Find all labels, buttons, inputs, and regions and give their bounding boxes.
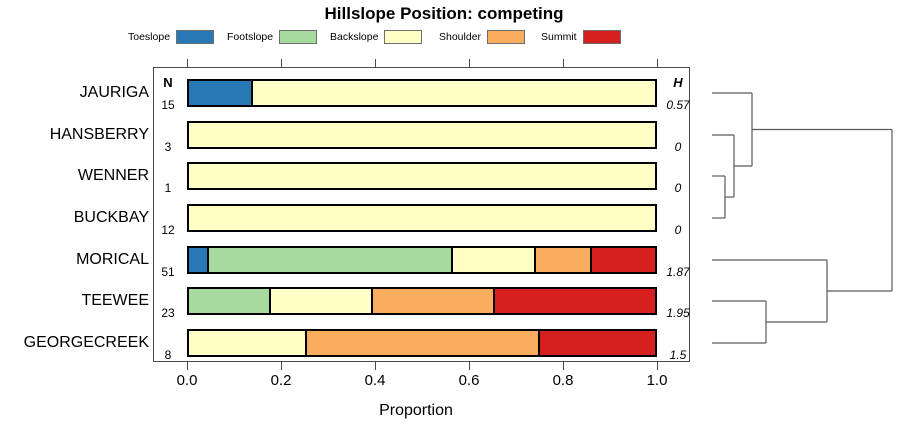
row-label: WENNER	[77, 167, 149, 184]
x-axis-title: Proportion	[379, 402, 453, 419]
legend-swatch	[176, 30, 215, 44]
bar-segment-backslope	[268, 289, 371, 313]
bar-segment-summit	[493, 289, 655, 313]
bar-segment-shoulder	[534, 248, 591, 272]
stacked-bar	[187, 79, 657, 107]
x-tick-top	[657, 59, 658, 67]
stacked-bar	[187, 162, 657, 190]
x-tick-bottom	[657, 362, 658, 370]
bar-segment-shoulder	[304, 331, 538, 355]
h-value: 0.57	[666, 98, 690, 112]
bar-segment-footslope	[206, 248, 452, 272]
legend-item-shoulder: Shoulder	[439, 29, 526, 45]
legend-label: Summit	[541, 31, 577, 43]
x-tick-bottom	[187, 362, 188, 370]
bar-segment-backslope	[451, 248, 535, 272]
h-column-header: H	[673, 75, 683, 90]
n-value: 1	[164, 181, 172, 195]
row-label: MORICAL	[76, 251, 149, 268]
n-value: 23	[161, 306, 175, 320]
h-value: 0	[674, 140, 682, 154]
row-label: TEEWEE	[81, 292, 149, 309]
x-tick-top	[469, 59, 470, 67]
n-value: 15	[161, 98, 175, 112]
bar-segment-summit	[590, 248, 655, 272]
chart-title: Hillslope Position: competing	[324, 4, 564, 23]
x-tick-label: 0.4	[364, 372, 386, 389]
n-value: 8	[164, 348, 172, 362]
row-label: BUCKBAY	[73, 209, 149, 226]
n-value: 12	[161, 223, 175, 237]
stacked-bar	[187, 121, 657, 149]
legend-item-backslope: Backslope	[330, 29, 423, 45]
row-label: JAURIGA	[79, 84, 149, 101]
legend-item-footslope: Footslope	[227, 29, 318, 45]
bar-segment-backslope	[189, 206, 655, 230]
x-tick-bottom	[375, 362, 376, 370]
x-tick-bottom	[469, 362, 470, 370]
x-tick-top	[563, 59, 564, 67]
bar-segment-toeslope	[189, 248, 207, 272]
h-value: 0	[674, 223, 682, 237]
x-tick-label: 0.0	[176, 372, 198, 389]
h-value: 1.5	[669, 348, 687, 362]
legend-swatch	[384, 30, 423, 44]
bar-segment-toeslope	[189, 81, 251, 105]
legend-label: Shoulder	[439, 31, 482, 43]
legend-swatch	[582, 30, 621, 44]
x-tick-top	[375, 59, 376, 67]
legend-swatch	[279, 30, 318, 44]
legend-swatch	[487, 30, 526, 44]
legend-item-toeslope: Toeslope	[128, 29, 215, 45]
bar-segment-backslope	[250, 81, 655, 105]
bar-segment-backslope	[189, 123, 655, 147]
bar-segment-backslope	[189, 164, 655, 188]
x-tick-top	[187, 59, 188, 67]
legend-label: Footslope	[227, 31, 274, 43]
bar-segment-shoulder	[370, 289, 493, 313]
x-tick-label: 0.2	[270, 372, 292, 389]
stacked-bar	[187, 204, 657, 232]
n-column-header: N	[163, 75, 173, 90]
x-tick-bottom	[281, 362, 282, 370]
h-value: 1.87	[666, 265, 690, 279]
row-label: HANSBERRY	[49, 126, 149, 143]
x-tick-label: 0.8	[552, 372, 574, 389]
x-tick-label: 0.6	[458, 372, 480, 389]
x-tick-top	[281, 59, 282, 67]
row-label: GEORGECREEK	[23, 334, 149, 351]
plot-box	[153, 67, 690, 362]
stacked-bar	[187, 287, 657, 315]
n-value: 3	[164, 140, 172, 154]
bar-segment-footslope	[189, 289, 269, 313]
legend-label: Backslope	[330, 31, 379, 43]
legend-label: Toeslope	[128, 31, 171, 43]
h-value: 0	[674, 181, 682, 195]
n-value: 51	[161, 265, 175, 279]
bar-segment-backslope	[189, 331, 305, 355]
x-tick-label: 1.0	[646, 372, 668, 389]
x-tick-bottom	[563, 362, 564, 370]
stacked-bar	[187, 329, 657, 357]
bar-segment-summit	[537, 331, 655, 355]
stacked-bar	[187, 246, 657, 274]
h-value: 1.95	[666, 306, 690, 320]
legend-item-summit: Summit	[541, 29, 621, 45]
